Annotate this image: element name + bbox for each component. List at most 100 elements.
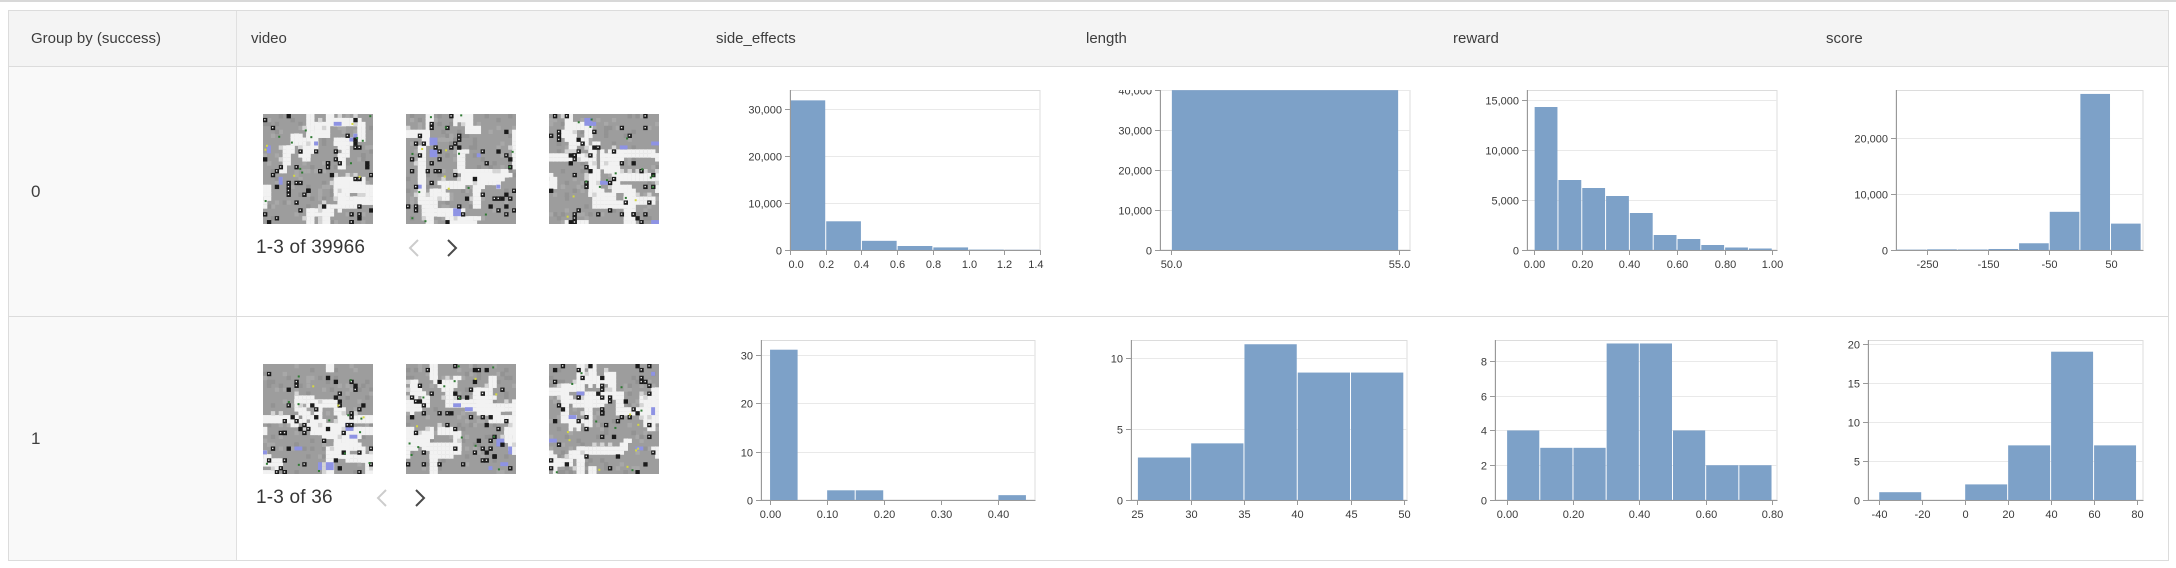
prev-page-icon[interactable]	[403, 237, 425, 259]
column-header-score[interactable]: score	[1826, 30, 1863, 47]
video-thumbnail[interactable]	[406, 114, 516, 224]
svg-text:4: 4	[1481, 426, 1487, 438]
svg-text:0: 0	[1513, 246, 1519, 258]
svg-text:30,000: 30,000	[1118, 126, 1152, 138]
svg-text:0.10: 0.10	[817, 509, 838, 521]
svg-text:0: 0	[747, 496, 753, 508]
column-header-reward[interactable]: reward	[1453, 30, 1499, 47]
video-cell: 1-3 of 39966	[237, 67, 706, 316]
svg-text:50.0: 50.0	[1161, 259, 1182, 271]
svg-text:50: 50	[1398, 509, 1410, 521]
column-header-group-by[interactable]: Group by (success)	[9, 11, 237, 66]
svg-text:20,000: 20,000	[1854, 134, 1888, 146]
svg-text:1.00: 1.00	[1762, 259, 1783, 271]
svg-text:55.0: 55.0	[1389, 259, 1410, 271]
svg-text:20: 20	[1848, 340, 1860, 352]
svg-text:80: 80	[2131, 509, 2143, 521]
length-histogram[interactable]: 0 10,000 20,000 30,000 40,000 50.0 55.0	[1076, 90, 1424, 276]
svg-text:0: 0	[1117, 496, 1123, 508]
svg-text:-250: -250	[1916, 259, 1938, 271]
length-histogram[interactable]: 0 5 10 25 30 35 40 45 50	[1076, 340, 1421, 526]
video-cell: 1-3 of 36	[237, 317, 706, 560]
svg-text:20: 20	[2002, 509, 2014, 521]
svg-text:10: 10	[1848, 418, 1860, 430]
svg-text:0.30: 0.30	[931, 509, 952, 521]
side-effects-histogram[interactable]: 0 10,000 20,000 30,000 0.0 0.2 0.4 0.6 0.8 1.0 1.2…	[706, 90, 1054, 276]
svg-text:8: 8	[1481, 357, 1487, 369]
prev-page-icon[interactable]	[371, 487, 393, 509]
table-header-row: Group by (success) video side_effects le…	[9, 11, 2168, 67]
svg-text:0.20: 0.20	[1563, 509, 1584, 521]
svg-text:0.40: 0.40	[988, 509, 1009, 521]
column-header-video[interactable]: video	[251, 30, 287, 47]
svg-text:0.8: 0.8	[926, 259, 941, 271]
svg-text:1.4: 1.4	[1028, 259, 1043, 271]
video-thumbnail[interactable]	[263, 114, 373, 224]
svg-text:0.60: 0.60	[1696, 509, 1717, 521]
svg-text:2: 2	[1481, 461, 1487, 473]
svg-text:10: 10	[741, 448, 753, 460]
svg-text:0: 0	[1962, 509, 1968, 521]
svg-text:10,000: 10,000	[1854, 190, 1888, 202]
svg-text:0.00: 0.00	[760, 509, 781, 521]
svg-text:-150: -150	[1977, 259, 1999, 271]
video-thumbnail[interactable]	[549, 364, 659, 474]
group-value-cell: 1	[9, 317, 237, 560]
group-value: 1	[31, 428, 41, 448]
svg-text:0.0: 0.0	[789, 259, 804, 271]
svg-text:50: 50	[2105, 259, 2117, 271]
svg-text:10,000: 10,000	[748, 199, 782, 211]
score-histogram[interactable]: 0 10,000 20,000 -250 -150 -50 50	[1816, 90, 2157, 276]
svg-text:-40: -40	[1872, 509, 1888, 521]
next-page-icon[interactable]	[409, 487, 431, 509]
reward-histogram[interactable]: 0 5,000 10,000 15,000 0.00 0.20 0.40 0.60 0.80 1.…	[1443, 90, 1791, 276]
pagination-label: 1-3 of 39966	[256, 237, 366, 258]
svg-text:0: 0	[1882, 246, 1888, 258]
svg-text:0: 0	[776, 246, 782, 258]
group-value: 0	[31, 181, 41, 201]
svg-text:10,000: 10,000	[1118, 206, 1152, 218]
svg-text:40,000: 40,000	[1118, 90, 1152, 98]
svg-text:0.00: 0.00	[1497, 509, 1518, 521]
svg-text:60: 60	[2088, 509, 2100, 521]
svg-text:35: 35	[1238, 509, 1250, 521]
svg-text:5: 5	[1117, 425, 1123, 437]
svg-text:0: 0	[1854, 496, 1860, 508]
column-header-length[interactable]: length	[1086, 30, 1127, 47]
svg-text:1.2: 1.2	[997, 259, 1012, 271]
side-effects-histogram[interactable]: 0 10 20 30 0.00 0.10 0.20 0.30 0.40	[706, 340, 1049, 526]
svg-text:15: 15	[1848, 379, 1860, 391]
svg-text:45: 45	[1345, 509, 1357, 521]
window-top-divider	[0, 0, 2176, 2]
svg-text:30,000: 30,000	[748, 105, 782, 117]
video-pagination: 1-3 of 39966	[256, 237, 706, 259]
svg-text:0.20: 0.20	[874, 509, 895, 521]
video-thumbnail[interactable]	[263, 364, 373, 474]
svg-text:5,000: 5,000	[1491, 196, 1519, 208]
svg-text:-50: -50	[2042, 259, 2058, 271]
video-thumbnail[interactable]	[406, 364, 516, 474]
svg-text:0.40: 0.40	[1619, 259, 1640, 271]
reward-histogram[interactable]: 0 2 4 6 8 0.00 0.20 0.40 0.60 0.80	[1443, 340, 1791, 526]
column-header-side-effects[interactable]: side_effects	[716, 30, 796, 47]
pagination-label: 1-3 of 36	[256, 487, 333, 508]
svg-text:0.20: 0.20	[1572, 259, 1593, 271]
svg-text:0.6: 0.6	[890, 259, 905, 271]
svg-text:0.40: 0.40	[1629, 509, 1650, 521]
svg-text:0.00: 0.00	[1524, 259, 1545, 271]
next-page-icon[interactable]	[441, 237, 463, 259]
video-thumbnail[interactable]	[549, 114, 659, 224]
svg-text:0: 0	[1481, 496, 1487, 508]
svg-text:0.2: 0.2	[819, 259, 834, 271]
svg-text:40: 40	[2045, 509, 2057, 521]
svg-text:25: 25	[1131, 509, 1143, 521]
svg-text:6: 6	[1481, 392, 1487, 404]
svg-text:0.4: 0.4	[854, 259, 869, 271]
svg-text:20: 20	[741, 399, 753, 411]
svg-text:0.80: 0.80	[1762, 509, 1783, 521]
svg-text:0: 0	[1146, 246, 1152, 258]
grouped-runs-table: Group by (success) video side_effects le…	[8, 10, 2169, 561]
svg-text:20,000: 20,000	[748, 152, 782, 164]
score-histogram[interactable]: 0 5 10 15 20 -40 -20 0 20 40 60 80	[1816, 340, 2157, 526]
svg-text:40: 40	[1291, 509, 1303, 521]
